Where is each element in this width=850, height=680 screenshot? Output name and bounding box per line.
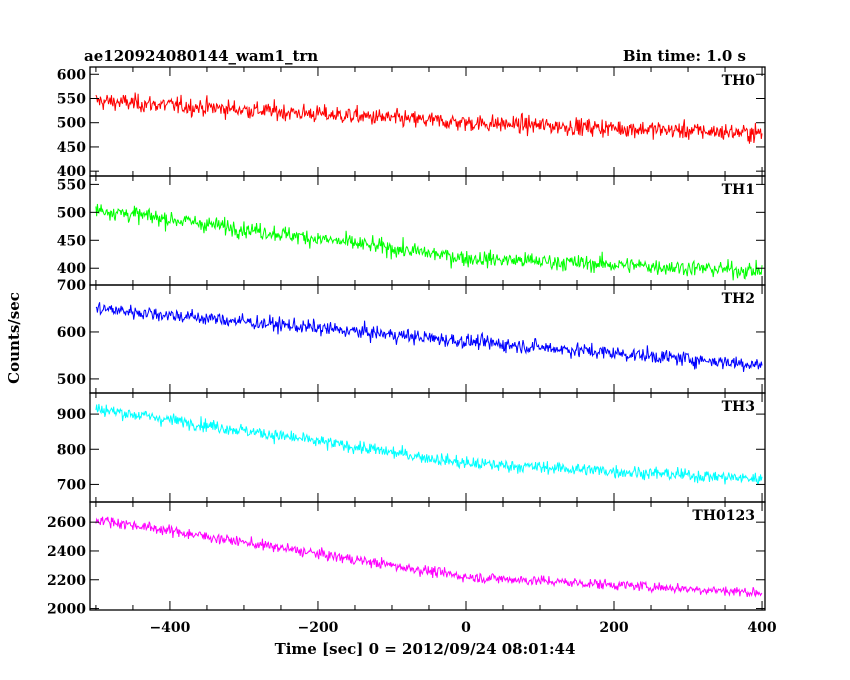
panel-th1: 400 450 500 550 TH1 [57, 175, 766, 286]
series-th0123 [95, 516, 763, 598]
bin-time-label: Bin time: 1.0 s [623, 47, 746, 65]
y-tick-label: 500 [57, 116, 86, 132]
panel-frame [89, 66, 766, 177]
y-tick-label: 550 [57, 91, 86, 107]
y-tick-label: 900 [57, 407, 86, 423]
y-tick-label: 500 [57, 372, 86, 388]
y-tick-label: 700 [57, 278, 86, 294]
panel-th3: 700 800 900 TH3 [57, 392, 766, 503]
x-tick-label: 400 [747, 620, 776, 636]
panel-label-th1: TH1 [722, 182, 755, 198]
panel-label-th2: TH2 [722, 291, 755, 307]
panel-th0123: 2000 2200 2400 2600 TH0123 [47, 501, 766, 618]
x-axis-label: Time [sec] 0 = 2012/09/24 08:01:44 [275, 640, 576, 658]
y-tick-label: 700 [57, 477, 86, 493]
y-tick-label: 2000 [47, 602, 86, 618]
panel-label-th0123: TH0123 [692, 508, 755, 524]
y-tick-label: 550 [57, 177, 86, 193]
y-tick-label: 450 [57, 140, 86, 156]
y-tick-label: 2600 [47, 515, 86, 531]
panel-frame [89, 392, 766, 503]
x-tick-label: 0 [461, 620, 471, 636]
panel-label-th0: TH0 [722, 73, 756, 89]
panel-th2: 500 600 700 TH2 [57, 278, 766, 394]
y-tick-label: 400 [57, 164, 86, 180]
x-tick-label: 200 [599, 620, 628, 636]
y-tick-label: 600 [57, 325, 86, 341]
y-tick-label: 800 [57, 442, 86, 458]
y-axis-label: Counts/sec [5, 292, 23, 384]
y-tick-label: 2200 [47, 573, 86, 589]
panels-group: 400 450 500 550 600 TH0 400 450 500 550 TH1 500 600 7… [47, 66, 777, 636]
panel-th0: 400 450 500 550 600 TH0 [57, 66, 766, 180]
series-th1 [95, 203, 763, 281]
panel-frame [89, 175, 766, 286]
y-tick-label: 500 [57, 205, 86, 221]
panel-label-th3: TH3 [722, 399, 755, 415]
x-tick-label: −200 [297, 620, 338, 636]
y-tick-label: 450 [57, 233, 86, 249]
x-tick-label: −400 [149, 620, 190, 636]
series-th3 [95, 403, 763, 485]
y-tick-label: 600 [57, 67, 86, 83]
panel-frame [89, 501, 766, 611]
y-tick-label: 400 [57, 261, 86, 277]
series-th2 [95, 302, 763, 372]
chart-title: ae120924080144_wam1_trn [84, 47, 318, 65]
y-tick-label: 2400 [47, 544, 86, 560]
series-th0 [95, 92, 763, 144]
